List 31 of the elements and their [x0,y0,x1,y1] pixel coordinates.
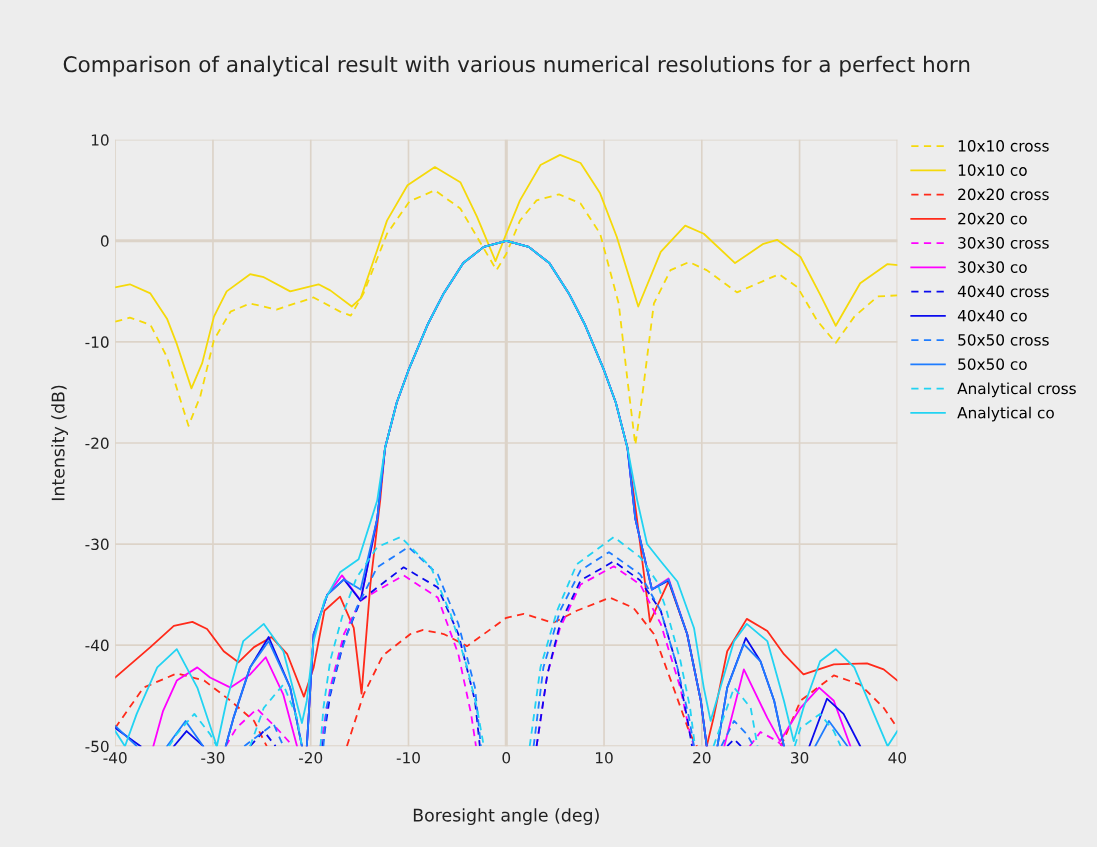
legend-label: 10x10 cross [958,140,1049,152]
y-tick-label: -10 [85,336,109,348]
y-tick-label: -20 [85,437,109,449]
y-tick-label: -50 [85,740,109,753]
x-tick-label: 40 [888,752,907,764]
x-tick-label: -30 [201,752,225,764]
legend-label: 40x40 cross [957,285,1049,298]
legend-label: 40x40 co [957,309,1027,322]
x-axis-title: Boresight angle (deg) [413,808,599,826]
x-tick-label: 10 [595,752,613,764]
x-tick-label: 30 [791,752,809,764]
legend-label: Analytical cross [957,382,1076,398]
legend-label: 10x10 co [958,164,1027,176]
x-tick-label: -20 [299,752,323,764]
legend-label: 20x20 cross [958,188,1049,201]
legend-label: 50x50 cross [958,334,1049,346]
legend-label: Analytical co [957,406,1054,422]
legend-label: 50x50 co [958,358,1027,370]
chart-title: Comparison of analytical result with various numerical resolutions for a perfect horn [63,55,970,77]
x-tick-label: -40 [103,752,127,764]
y-tick-label: 0 [100,235,109,247]
legend-label: 30x30 co [958,261,1027,273]
x-tick-label: 0 [502,752,511,764]
y-axis-title: Intensity (dB) [51,385,69,501]
x-tick-label: 20 [693,752,711,764]
y-tick-label: -40 [85,639,109,652]
x-tick-label: -10 [396,752,420,764]
y-tick-label: -30 [85,538,109,551]
legend-label: 30x30 cross [958,237,1049,249]
y-tick-label: 10 [91,134,109,146]
legend-label: 20x20 co [958,212,1027,225]
